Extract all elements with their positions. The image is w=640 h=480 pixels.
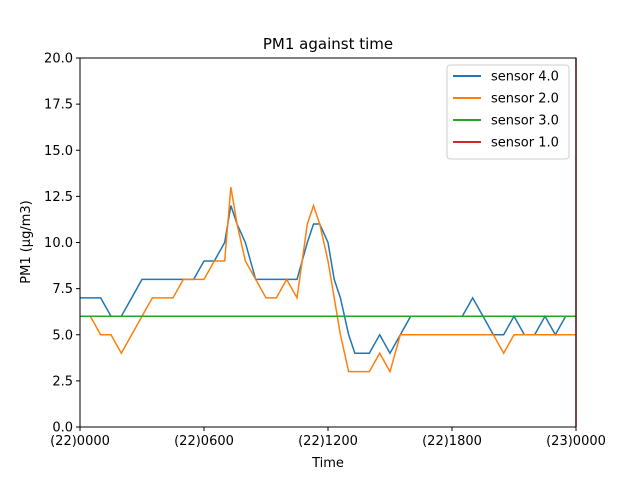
y-axis-ticks: 0.0 2.5 5.0 7.5 10.0 12.5 15.0 17.5 20.0 bbox=[44, 52, 80, 436]
x-tick-label: (23)0000 bbox=[546, 434, 606, 449]
x-tick-label: (22)0000 bbox=[50, 434, 110, 449]
y-tick-label: 17.5 bbox=[44, 98, 73, 113]
x-tick-label: (22)1800 bbox=[422, 434, 482, 449]
legend-label: sensor 1.0 bbox=[491, 136, 559, 151]
series-line-2 bbox=[80, 187, 576, 374]
y-tick-label: 0.0 bbox=[52, 421, 73, 436]
x-tick-label: (22)1200 bbox=[298, 434, 358, 449]
y-tick-label: 2.5 bbox=[52, 374, 73, 389]
y-tick-label: 12.5 bbox=[44, 190, 73, 205]
legend-label: sensor 3.0 bbox=[491, 114, 559, 129]
y-axis-label: PM1 (μg/m3) bbox=[19, 200, 34, 283]
x-axis-ticks: (22)0000 (22)0600 (22)1200 (22)1800 (23)0000 bbox=[50, 427, 606, 449]
legend-label: sensor 2.0 bbox=[491, 92, 559, 107]
chart-title: PM1 against time bbox=[263, 35, 393, 53]
series-line-1 bbox=[80, 205, 576, 355]
legend-box bbox=[446, 64, 570, 160]
legend-label: sensor 4.0 bbox=[491, 70, 559, 85]
y-tick-label: 15.0 bbox=[44, 144, 73, 159]
y-tick-label: 7.5 bbox=[52, 282, 73, 297]
x-tick-label: (22)0600 bbox=[174, 434, 234, 449]
y-tick-label: 20.0 bbox=[44, 52, 73, 67]
x-axis-label: Time bbox=[311, 456, 344, 471]
y-tick-label: 5.0 bbox=[52, 328, 73, 343]
y-tick-label: 10.0 bbox=[44, 236, 73, 251]
legend: sensor 4.0 sensor 2.0 sensor 3.0 sensor 1.0 bbox=[446, 64, 570, 160]
